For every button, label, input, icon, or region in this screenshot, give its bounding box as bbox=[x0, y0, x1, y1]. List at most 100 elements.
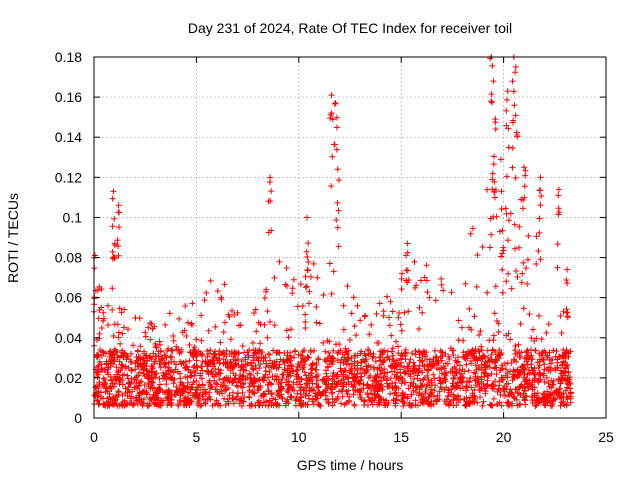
data-point bbox=[496, 378, 503, 385]
data-point bbox=[237, 367, 244, 374]
data-point bbox=[343, 348, 350, 355]
data-point bbox=[302, 324, 309, 331]
data-point bbox=[224, 363, 231, 370]
data-point bbox=[425, 376, 432, 383]
data-point bbox=[410, 359, 417, 366]
data-point bbox=[285, 383, 292, 390]
data-point bbox=[293, 373, 300, 380]
data-point bbox=[400, 402, 407, 409]
data-point bbox=[301, 358, 308, 365]
data-point bbox=[353, 374, 360, 381]
data-point bbox=[361, 370, 368, 377]
data-point bbox=[450, 397, 457, 404]
data-point bbox=[521, 397, 528, 404]
data-point bbox=[557, 312, 564, 319]
data-point bbox=[517, 401, 524, 408]
data-point bbox=[491, 178, 498, 185]
data-point bbox=[466, 305, 473, 312]
data-point bbox=[235, 322, 242, 329]
data-point bbox=[109, 401, 116, 408]
data-point bbox=[341, 367, 348, 374]
data-point bbox=[204, 347, 211, 354]
data-point bbox=[499, 250, 506, 257]
data-point bbox=[193, 336, 200, 343]
data-point bbox=[362, 369, 369, 376]
data-point bbox=[329, 116, 336, 123]
data-point bbox=[388, 332, 395, 339]
data-point bbox=[325, 400, 332, 407]
data-point bbox=[543, 398, 550, 405]
data-point bbox=[193, 357, 200, 364]
data-point bbox=[364, 381, 371, 388]
data-point bbox=[260, 377, 267, 384]
data-point bbox=[279, 395, 286, 402]
data-point bbox=[277, 379, 284, 386]
data-point bbox=[511, 347, 518, 354]
data-point bbox=[379, 358, 386, 365]
data-point bbox=[143, 363, 150, 370]
data-point bbox=[338, 388, 345, 395]
data-point bbox=[564, 313, 571, 320]
data-point bbox=[330, 347, 337, 354]
data-point bbox=[115, 202, 122, 209]
data-point bbox=[198, 337, 205, 344]
data-point bbox=[267, 318, 274, 325]
data-point bbox=[320, 339, 327, 346]
data-point bbox=[122, 363, 129, 370]
data-point bbox=[147, 320, 154, 327]
data-point bbox=[116, 305, 123, 312]
data-point bbox=[354, 370, 361, 377]
data-point bbox=[478, 366, 485, 373]
data-point bbox=[374, 339, 381, 346]
data-point bbox=[182, 302, 189, 309]
data-point bbox=[492, 358, 499, 365]
data-point bbox=[460, 337, 467, 344]
data-point bbox=[113, 364, 120, 371]
data-point bbox=[499, 289, 506, 296]
data-point bbox=[505, 270, 512, 277]
data-point bbox=[344, 283, 351, 290]
data-point bbox=[305, 372, 312, 379]
data-point bbox=[128, 350, 135, 357]
data-point bbox=[393, 396, 400, 403]
data-point bbox=[358, 373, 365, 380]
data-point bbox=[410, 365, 417, 372]
data-point bbox=[249, 388, 256, 395]
data-point bbox=[560, 358, 567, 365]
data-point bbox=[564, 377, 571, 384]
data-point bbox=[333, 124, 340, 131]
data-point bbox=[103, 361, 110, 368]
data-point bbox=[254, 370, 261, 377]
data-point bbox=[493, 213, 500, 220]
data-point bbox=[395, 343, 402, 350]
data-point bbox=[543, 374, 550, 381]
data-point bbox=[417, 399, 424, 406]
data-point bbox=[304, 266, 311, 273]
data-point bbox=[276, 361, 283, 368]
data-point bbox=[239, 389, 246, 396]
data-point bbox=[522, 172, 529, 179]
data-point bbox=[115, 334, 122, 341]
data-point bbox=[471, 369, 478, 376]
data-point bbox=[537, 202, 544, 209]
data-point bbox=[150, 350, 157, 357]
data-point bbox=[490, 161, 497, 168]
data-point bbox=[503, 122, 510, 129]
data-point bbox=[437, 384, 444, 391]
data-point bbox=[191, 344, 198, 351]
data-point bbox=[499, 376, 506, 383]
data-point bbox=[296, 378, 302, 385]
data-point bbox=[289, 285, 296, 292]
data-point bbox=[145, 375, 152, 382]
data-point bbox=[268, 381, 275, 388]
data-point bbox=[206, 389, 213, 396]
data-point bbox=[463, 378, 470, 385]
data-point bbox=[336, 341, 343, 348]
data-point bbox=[416, 386, 423, 393]
data-point bbox=[288, 394, 295, 401]
data-point bbox=[289, 290, 296, 297]
data-point bbox=[115, 389, 122, 396]
data-point bbox=[95, 362, 102, 369]
data-point bbox=[498, 188, 505, 195]
